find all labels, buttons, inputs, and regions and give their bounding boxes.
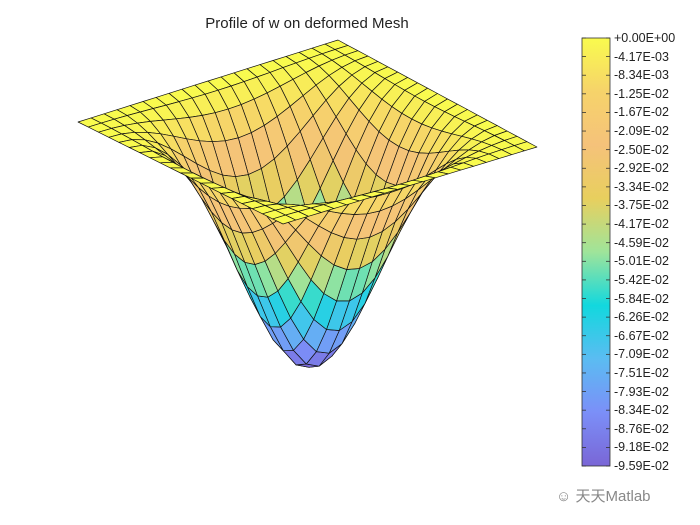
colorbar-tick-label: -3.34E-02	[614, 179, 669, 194]
colorbar-tick-label: -8.76E-02	[614, 421, 669, 436]
colorbar-tick-label: -2.50E-02	[614, 142, 669, 157]
colorbar-tick-label: -5.42E-02	[614, 272, 669, 287]
colorbar-tick-label: -6.67E-02	[614, 328, 669, 343]
colorbar-tick-label: -5.84E-02	[614, 291, 669, 306]
wechat-icon: ☺	[556, 488, 576, 505]
colorbar-tick-label: -3.75E-02	[614, 198, 669, 213]
colorbar-tick-label: -7.93E-02	[614, 384, 669, 399]
colorbar-tick-label: -2.09E-02	[614, 124, 669, 139]
surface-mesh	[77, 39, 538, 368]
colorbar-ticks	[582, 37, 610, 467]
colorbar-tick-label: +0.00E+00	[614, 31, 676, 45]
colorbar	[581, 37, 611, 467]
colorbar-tick-label: -2.92E-02	[614, 161, 669, 176]
colorbar-tick-label: -9.59E-02	[614, 459, 669, 473]
colorbar-tick-label: -8.34E-02	[614, 403, 669, 418]
colorbar-tick-label: -6.26E-02	[614, 310, 669, 325]
colorbar-tick-label: -5.01E-02	[614, 254, 669, 269]
colorbar-tick-label: -4.17E-03	[614, 49, 669, 64]
colorbar-tick-label: -7.51E-02	[614, 365, 669, 380]
colorbar-tick-label: -4.17E-02	[614, 217, 669, 232]
colorbar-tick-label: -9.18E-02	[614, 440, 669, 455]
chart-title: Profile of w on deformed Mesh	[205, 15, 409, 32]
colorbar-tick-label: -4.59E-02	[614, 235, 669, 250]
colorbar-tick-label: -1.25E-02	[614, 86, 669, 101]
colorbar-tick-label: -8.34E-03	[614, 68, 669, 83]
colorbar-tick-label: -7.09E-02	[614, 347, 669, 362]
watermark: ☺ 天天Matlab	[556, 488, 651, 505]
surface-patch	[272, 214, 297, 225]
colorbar-tick-label: -1.67E-02	[614, 105, 669, 120]
